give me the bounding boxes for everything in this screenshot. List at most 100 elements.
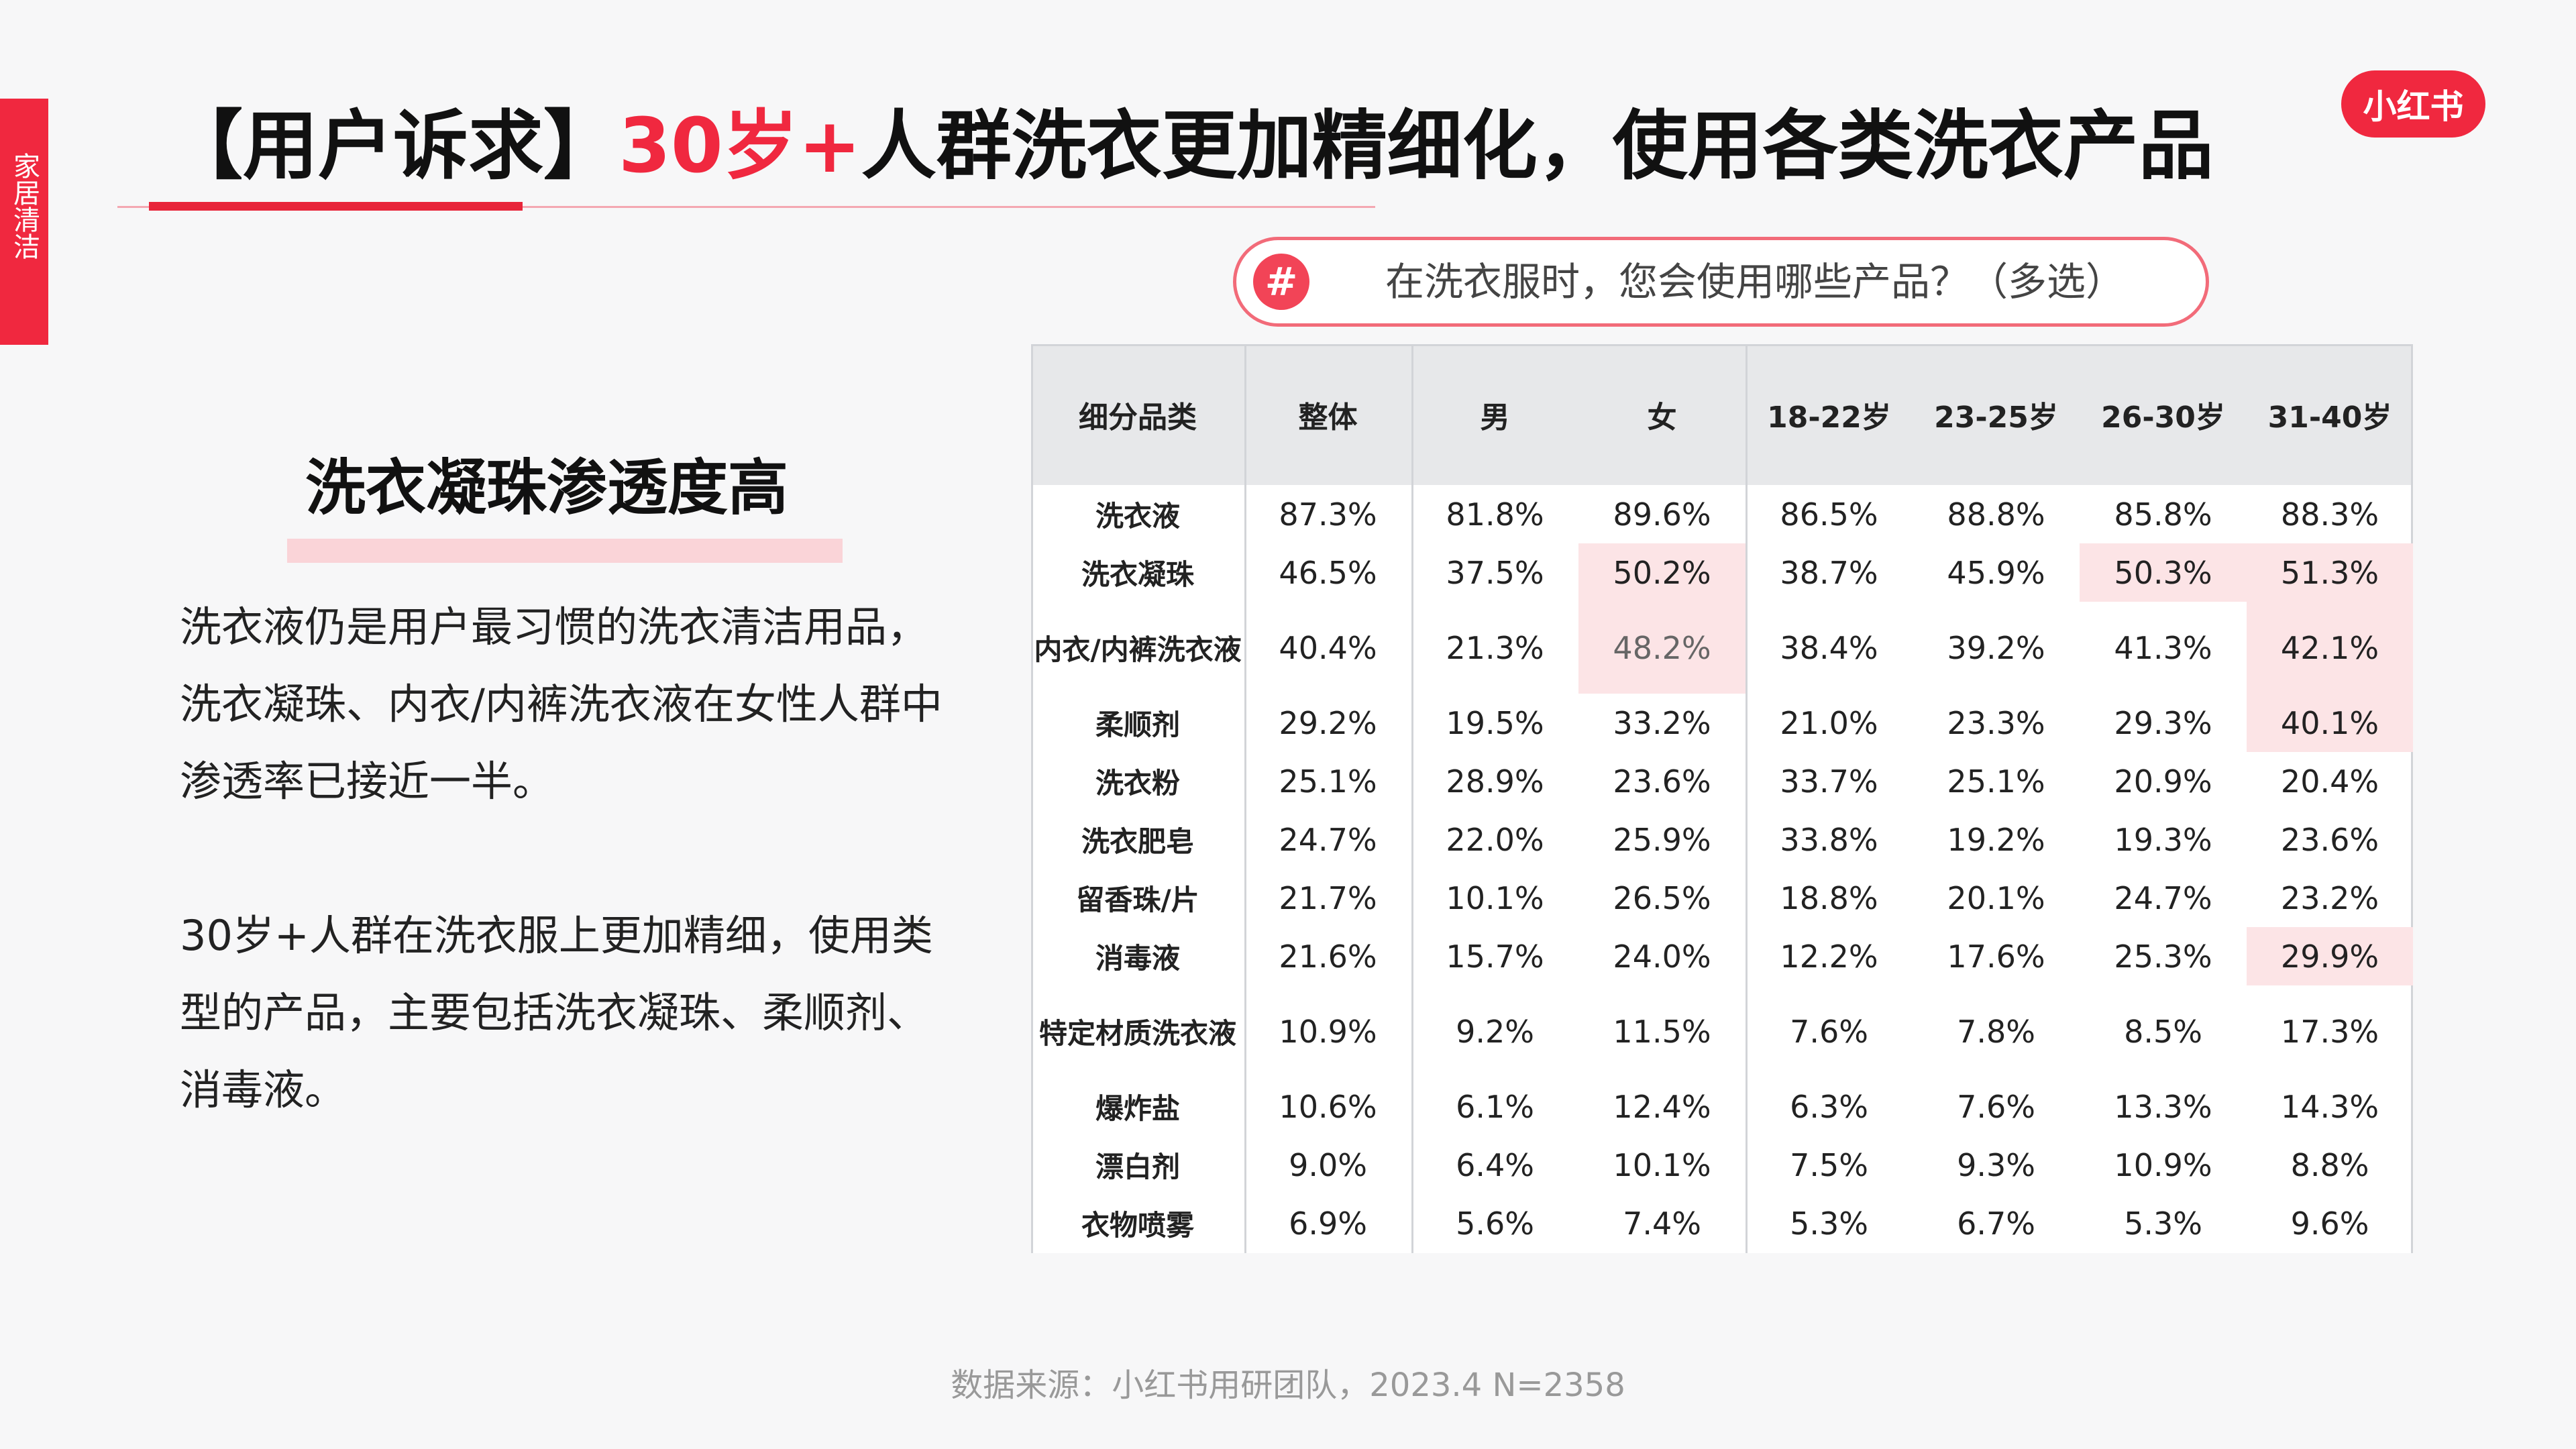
table-cell: 38.4% <box>1780 629 1878 666</box>
table-cell: 10.6% <box>1279 1088 1377 1125</box>
table-cell: 23.2% <box>2280 879 2379 916</box>
table-cell: 5.3% <box>1790 1205 1868 1242</box>
table-cell: 7.4% <box>1623 1205 1701 1242</box>
title-part1: 【用户诉求】 <box>168 103 619 190</box>
highlight-cell <box>1578 543 1746 602</box>
table-header-cell: 女 <box>1647 400 1677 435</box>
table-cell: 17.3% <box>2280 1013 2379 1050</box>
table-row-label: 爆炸盐 <box>1095 1092 1180 1125</box>
table-cell: 33.7% <box>1780 763 1878 800</box>
xiaohongshu-logo: 小红书 <box>2341 70 2485 138</box>
table-cell: 42.1% <box>2280 629 2379 666</box>
table-cell: 10.1% <box>1613 1146 1711 1183</box>
table-header-cell: 23-25岁 <box>1934 400 2058 435</box>
table-cell: 29.2% <box>1279 704 1377 741</box>
table-cell: 19.3% <box>2114 821 2212 858</box>
table-cell: 86.5% <box>1780 496 1878 533</box>
column-divider <box>1411 344 1413 1253</box>
table-cell: 21.6% <box>1279 938 1377 975</box>
table-border-top <box>1031 344 2413 346</box>
table-cell: 33.8% <box>1780 821 1878 858</box>
table-cell: 25.9% <box>1613 821 1711 858</box>
table-cell: 15.7% <box>1446 938 1544 975</box>
table-cell: 10.9% <box>1279 1013 1377 1050</box>
table-row-label: 洗衣肥皂 <box>1081 825 1194 858</box>
product-usage-table: 细分品类 整体 男 女 18-22岁 23-25岁 26-30岁 31-40岁 洗衣液 87.3%… <box>1031 344 2413 1253</box>
table-cell: 13.3% <box>2114 1088 2212 1125</box>
table-cell: 7.5% <box>1790 1146 1868 1183</box>
table-cell: 40.1% <box>2280 704 2379 741</box>
table-cell: 20.1% <box>1947 879 2045 916</box>
title-accent-bar <box>149 202 523 211</box>
title-part2: 人群洗衣更加精细化，使用各类洗衣产品 <box>861 103 2214 190</box>
table-cell: 40.4% <box>1279 629 1377 666</box>
table-row-label: 衣物喷雾 <box>1081 1209 1194 1242</box>
table-cell: 24.0% <box>1613 938 1711 975</box>
survey-question-box: # 在洗衣服时，您会使用哪些产品？（多选） <box>1233 237 2209 327</box>
table-cell: 6.9% <box>1289 1205 1367 1242</box>
table-cell: 48.2% <box>1613 629 1711 666</box>
table-cell: 25.1% <box>1279 763 1377 800</box>
page-title: 【用户诉求】30岁+人群洗衣更加精细化，使用各类洗衣产品 <box>168 99 2214 193</box>
table-row-label: 柔顺剂 <box>1095 708 1180 741</box>
data-source-note: 数据来源：小红书用研团队，2023.4 N=2358 <box>951 1366 1625 1404</box>
table-cell: 51.3% <box>2280 554 2379 591</box>
table-cell: 23.6% <box>2280 821 2379 858</box>
table-cell: 8.5% <box>2124 1013 2202 1050</box>
table-row-label: 留香珠/片 <box>1076 883 1199 916</box>
table-cell: 25.3% <box>2114 938 2212 975</box>
table-cell: 85.8% <box>2114 496 2212 533</box>
table-cell: 12.2% <box>1780 938 1878 975</box>
table-border-right <box>2411 344 2413 1253</box>
table-cell: 21.3% <box>1446 629 1544 666</box>
highlight-cell <box>2080 543 2247 602</box>
table-cell: 7.8% <box>1957 1013 2035 1050</box>
table-row-label: 洗衣粉 <box>1095 767 1180 800</box>
table-row-label: 洗衣液 <box>1095 500 1180 533</box>
summary-paragraph-1: 洗衣液仍是用户最习惯的洗衣清洁用品，洗衣凝珠、内衣/内裤洗衣液在女性人群中渗透率… <box>180 602 943 806</box>
table-header-cell: 26-30岁 <box>2101 400 2225 435</box>
section-heading: 洗衣凝珠渗透度高 <box>305 453 788 523</box>
table-cell: 19.5% <box>1446 704 1544 741</box>
table-header-cell: 男 <box>1480 400 1510 435</box>
table-row-label: 洗衣凝珠 <box>1081 558 1194 591</box>
table-cell: 9.3% <box>1957 1146 2035 1183</box>
table-cell: 6.3% <box>1790 1088 1868 1125</box>
table-cell: 24.7% <box>1279 821 1377 858</box>
table-cell: 7.6% <box>1790 1013 1868 1050</box>
highlight-cell <box>2247 602 2413 694</box>
table-row-label: 内衣/内裤洗衣液 <box>1034 633 1242 666</box>
table-cell: 17.6% <box>1947 938 2045 975</box>
table-cell: 21.0% <box>1780 704 1878 741</box>
table-cell: 14.3% <box>2280 1088 2379 1125</box>
table-cell: 7.6% <box>1957 1088 2035 1125</box>
table-cell: 20.9% <box>2114 763 2212 800</box>
column-divider <box>1746 344 1748 1253</box>
table-cell: 21.7% <box>1279 879 1377 916</box>
title-highlight: 30岁+ <box>619 103 861 190</box>
table-cell: 88.3% <box>2280 496 2379 533</box>
heading-highlight <box>287 539 843 563</box>
column-divider <box>1031 344 1033 1253</box>
table-cell: 6.1% <box>1456 1088 1534 1125</box>
table-header-cell: 31-40岁 <box>2267 400 2392 435</box>
table-cell: 41.3% <box>2114 629 2212 666</box>
column-divider <box>1244 344 1246 1253</box>
table-cell: 33.2% <box>1613 704 1711 741</box>
category-side-tab: 家居清洁 <box>0 99 48 345</box>
table-cell: 12.4% <box>1613 1088 1711 1125</box>
highlight-cell <box>2247 543 2413 602</box>
table-cell: 39.2% <box>1947 629 2045 666</box>
highlight-cell <box>2247 694 2413 752</box>
table-cell: 38.7% <box>1780 554 1878 591</box>
table-cell: 24.7% <box>2114 879 2212 916</box>
table-cell: 81.8% <box>1446 496 1544 533</box>
table-cell: 8.8% <box>2290 1146 2369 1183</box>
table-header-bg <box>1031 344 2413 485</box>
survey-question-text: 在洗衣服时，您会使用哪些产品？（多选） <box>1385 259 2125 305</box>
table-cell: 28.9% <box>1446 763 1544 800</box>
highlight-cell <box>1578 602 1746 694</box>
table-cell: 10.9% <box>2114 1146 2212 1183</box>
table-row-label: 特定材质洗衣液 <box>1038 1017 1236 1050</box>
summary-paragraph-2: 30岁+人群在洗衣服上更加精细，使用类型的产品，主要包括洗衣凝珠、柔顺剂、消毒液… <box>180 911 933 1114</box>
